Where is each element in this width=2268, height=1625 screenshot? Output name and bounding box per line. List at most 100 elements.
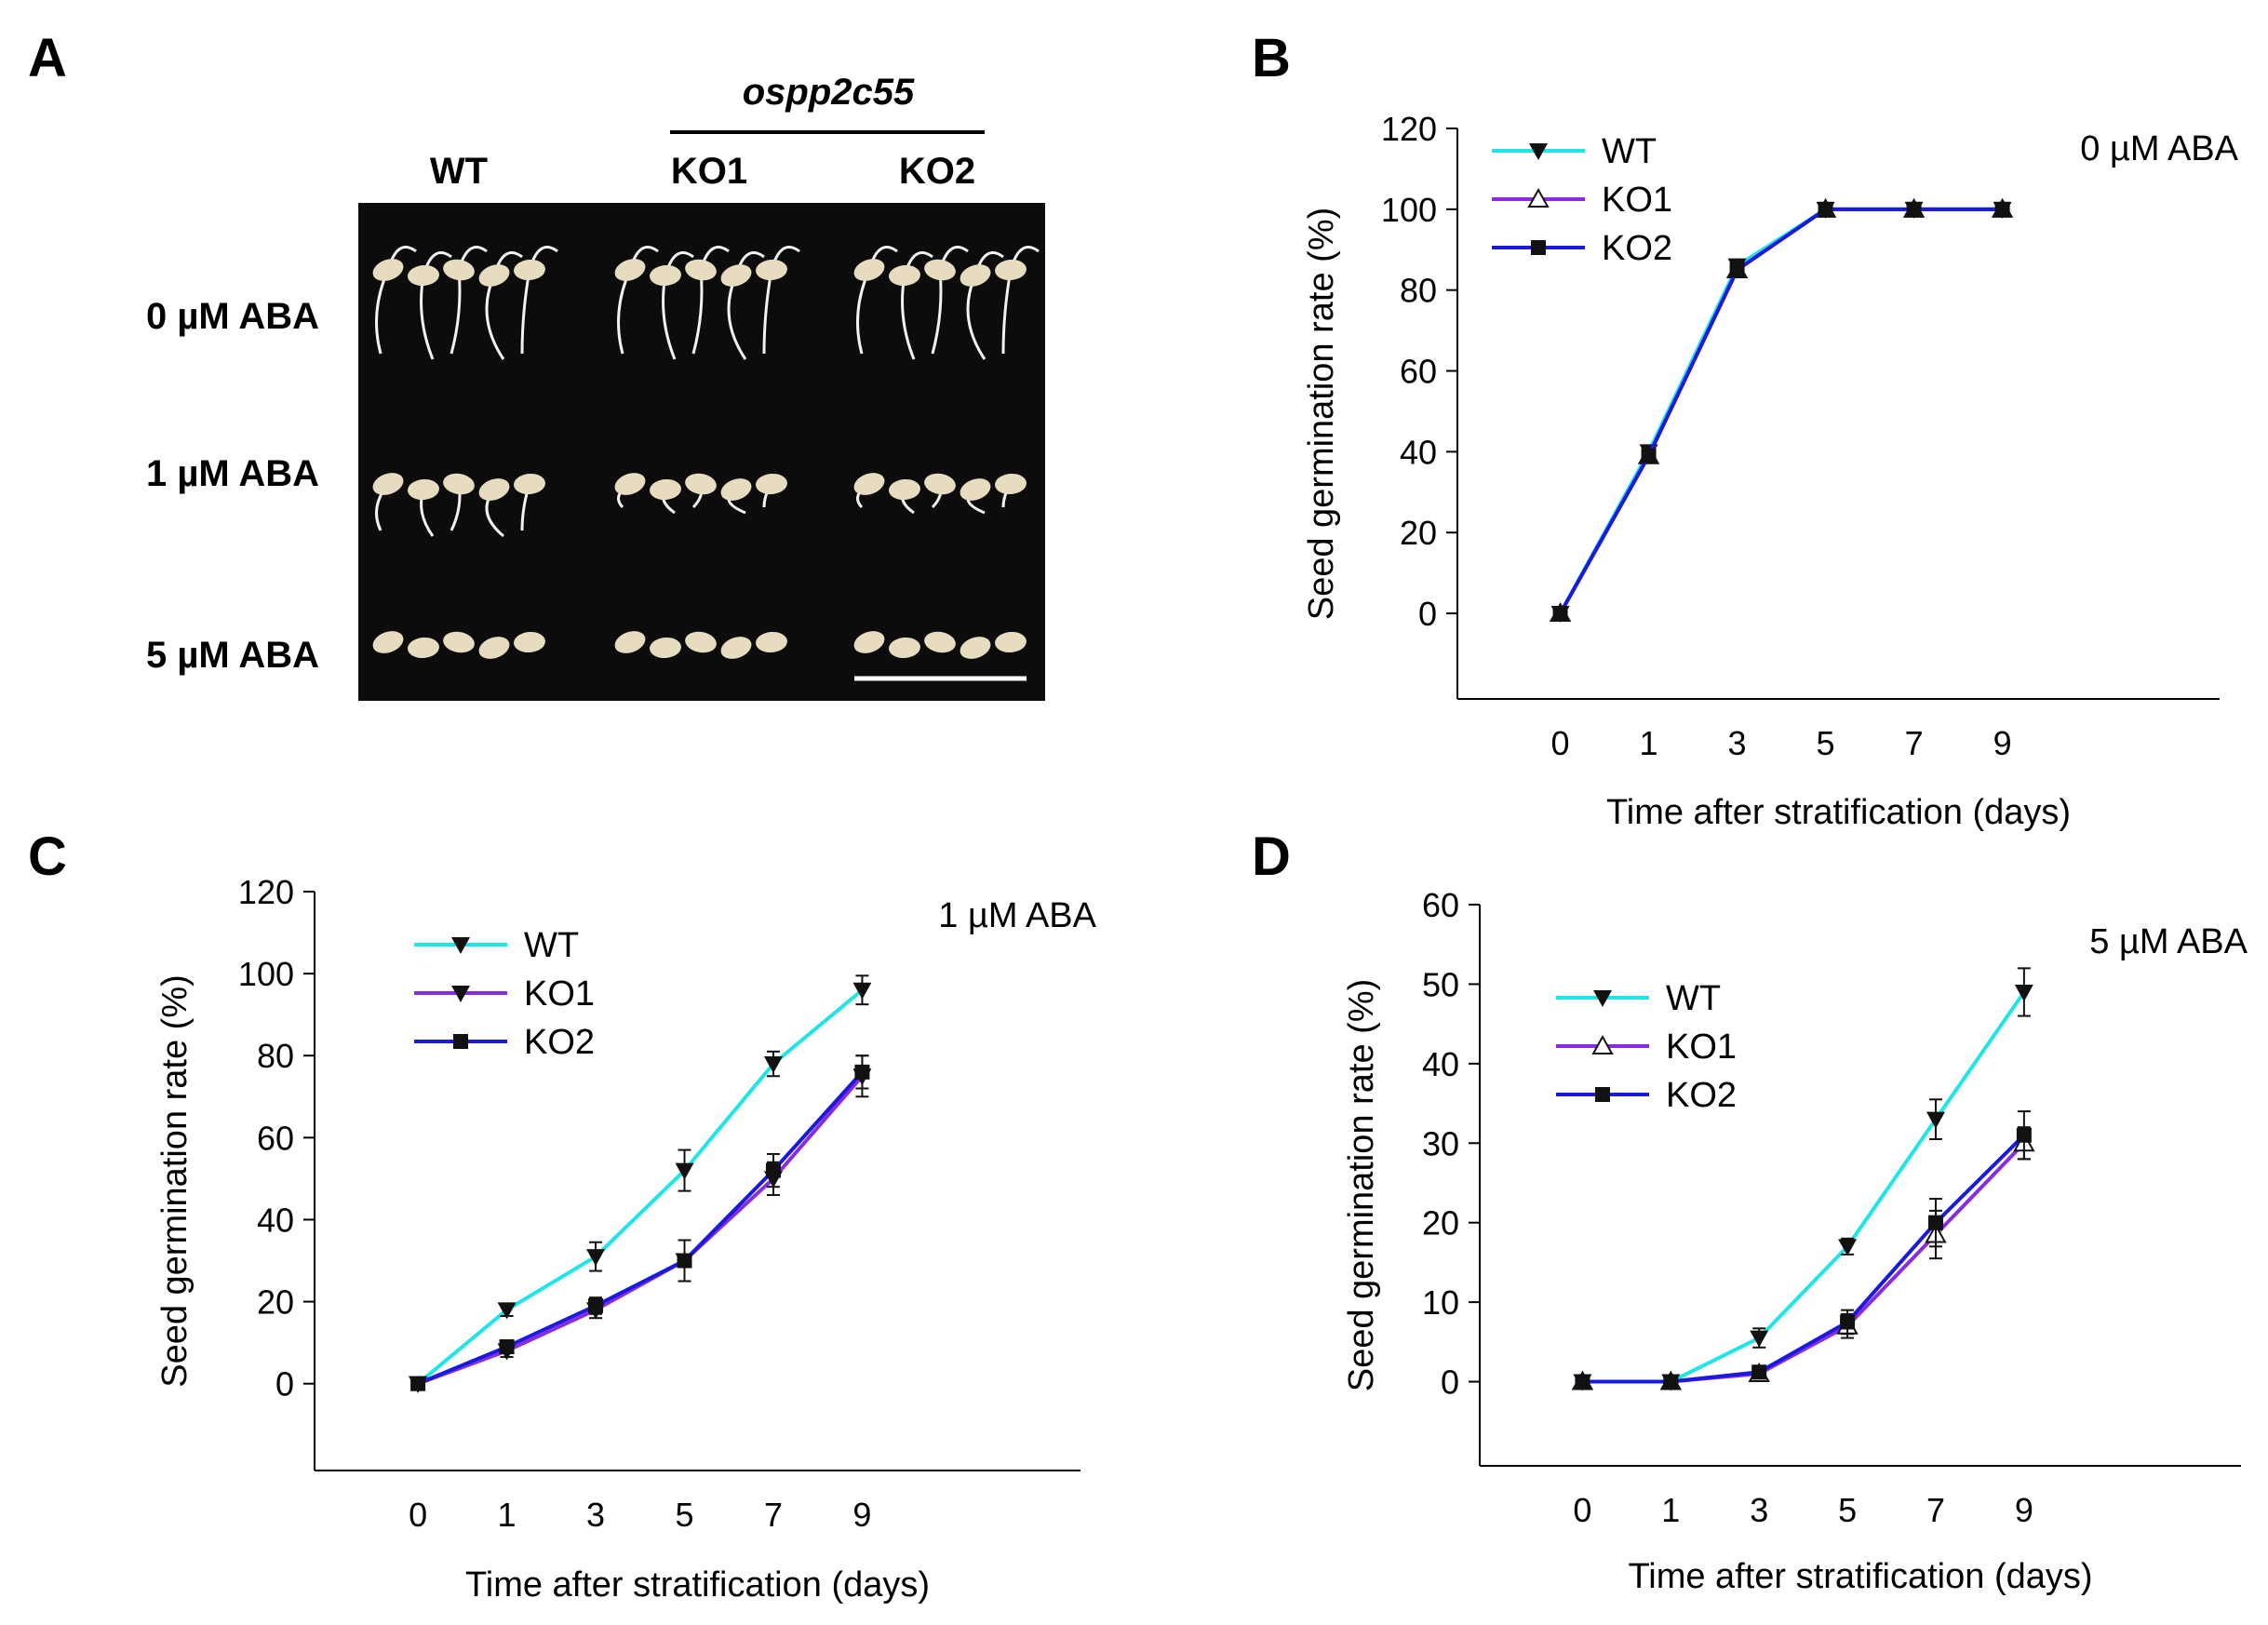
series-line [417,1070,864,1386]
chart-d: D 0 10 20 30 40 50 60 0 1 3 5 7 9 Seed germination rat… [1252,826,2248,1596]
row-label-5uM: 5 µM ABA [146,635,319,676]
seed [514,473,545,495]
x-tick-label: 0 [1551,724,1570,762]
seed [514,259,545,281]
genotype-group-label: ospp2c55 [743,72,915,113]
legend-marker [1529,143,1548,160]
y-tick-label: 100 [238,955,294,993]
x-tick-label: 3 [1728,724,1747,762]
data-point [1641,448,1657,463]
seed [995,259,1027,281]
series-wt [409,974,872,1393]
data-point [1927,1215,1943,1230]
seed [995,631,1027,653]
y-tick-label: 40 [1400,433,1437,471]
seed-rows [372,246,1040,659]
data-point [588,1297,604,1313]
panel-letter: C [28,826,67,887]
seed [924,631,956,653]
seed [685,473,717,495]
legend: WT KO1 KO2 [1492,132,1672,268]
x-tick-label: 9 [852,1496,871,1534]
data-point [1663,1374,1679,1390]
x-tick-label: 1 [1661,1491,1680,1529]
seed [443,631,475,653]
legend: WT KO1 KO2 [414,926,595,1062]
y-tick-label: 30 [1422,1124,1459,1162]
data-point [410,1376,426,1391]
x-tick-label: 7 [1905,724,1924,762]
row-label-1uM: 1 µM ABA [146,453,319,494]
seed [889,637,920,659]
y-tick-label: 0 [1441,1363,1459,1402]
seed [372,473,404,495]
legend-label: WT [1666,979,1721,1018]
seed [478,637,510,659]
y-tick-label: 100 [1381,191,1437,229]
x-tick-label: 1 [498,1496,517,1534]
legend-label: KO2 [1666,1076,1737,1115]
y-axis-title: Seed germination rate (%) [1342,979,1381,1392]
x-tick-label: 5 [675,1496,693,1534]
x-tick-label: 5 [1817,724,1835,762]
x-tick-label: 1 [1640,724,1658,762]
x-tick-label: 7 [764,1496,783,1534]
data-point [2016,1127,2032,1143]
row-label-0uM: 0 µM ABA [146,296,319,337]
data-point [1994,201,2010,217]
data-point [765,1162,781,1178]
seed [720,264,752,287]
y-tick-label: 50 [1422,965,1459,1003]
seed [650,637,681,659]
y-tick-label: 10 [1422,1283,1459,1322]
y-axis-title: Seed germination rate (%) [1302,208,1341,621]
y-tick-label: 80 [257,1037,294,1075]
legend-marker [453,1034,468,1049]
data-point [1926,1111,1945,1129]
seed [614,259,646,281]
seed [889,264,920,287]
condition-annotation: 1 µM ABA [938,896,1096,935]
series-line [416,988,864,1386]
col-label-ko2: KO2 [899,151,975,192]
y-tick-label: 20 [1422,1204,1459,1242]
series-line [1558,207,2003,615]
legend-label: KO1 [1602,181,1672,220]
x-tick-label: 3 [586,1496,605,1534]
data-point [1818,201,1833,217]
seed [685,259,717,281]
y-axis-title: Seed germination rate (%) [155,974,195,1388]
data-point [763,1056,783,1074]
seed [650,264,681,287]
seed [614,473,646,495]
series-ko2 [1575,1110,2032,1390]
legend-label: WT [1602,132,1657,171]
seed [408,637,439,659]
legend: WT KO1 KO2 [1556,979,1737,1115]
data-point [499,1339,515,1355]
condition-annotation: 5 µM ABA [2089,922,2248,961]
panel-letter: B [1252,28,1291,88]
seed [995,473,1027,495]
series-line [1558,207,2003,615]
x-tick-label: 5 [1838,1491,1857,1529]
col-label-wt: WT [430,151,488,192]
seed [924,259,956,281]
seed [924,473,956,495]
x-tick-label: 9 [1993,724,2012,762]
chart-c: C 0 20 40 60 80 100 120 0 1 3 5 7 9 Seed germination r… [28,826,1097,1605]
y-tick-label: 0 [275,1365,294,1403]
y-tick-label: 120 [1381,110,1437,148]
x-tick-label: 7 [1926,1491,1945,1529]
panel-letter: D [1252,826,1291,887]
series-line [1558,207,2003,615]
seed [650,478,681,501]
seed [960,637,991,659]
seed [685,631,717,653]
seed [756,473,787,495]
seed [372,631,404,653]
legend-label: KO1 [524,974,595,1014]
x-tick-label: 9 [2015,1491,2033,1529]
